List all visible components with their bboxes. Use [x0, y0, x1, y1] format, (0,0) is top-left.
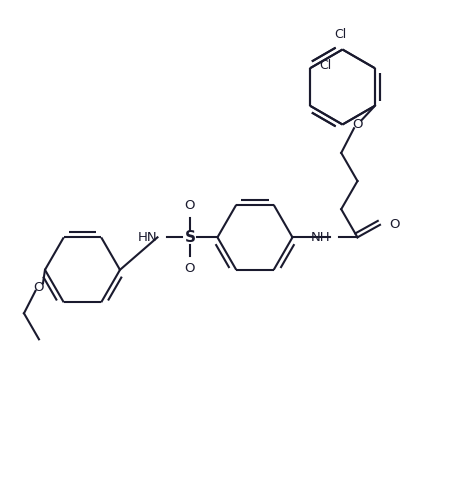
Text: Cl: Cl	[319, 59, 331, 72]
Text: O: O	[185, 262, 195, 276]
Text: S: S	[185, 230, 196, 245]
Text: O: O	[389, 218, 399, 231]
Text: NH: NH	[310, 231, 330, 244]
Text: O: O	[352, 118, 363, 131]
Text: O: O	[34, 281, 44, 294]
Text: HN: HN	[138, 231, 158, 244]
Text: Cl: Cl	[334, 28, 346, 40]
Text: O: O	[185, 199, 195, 213]
